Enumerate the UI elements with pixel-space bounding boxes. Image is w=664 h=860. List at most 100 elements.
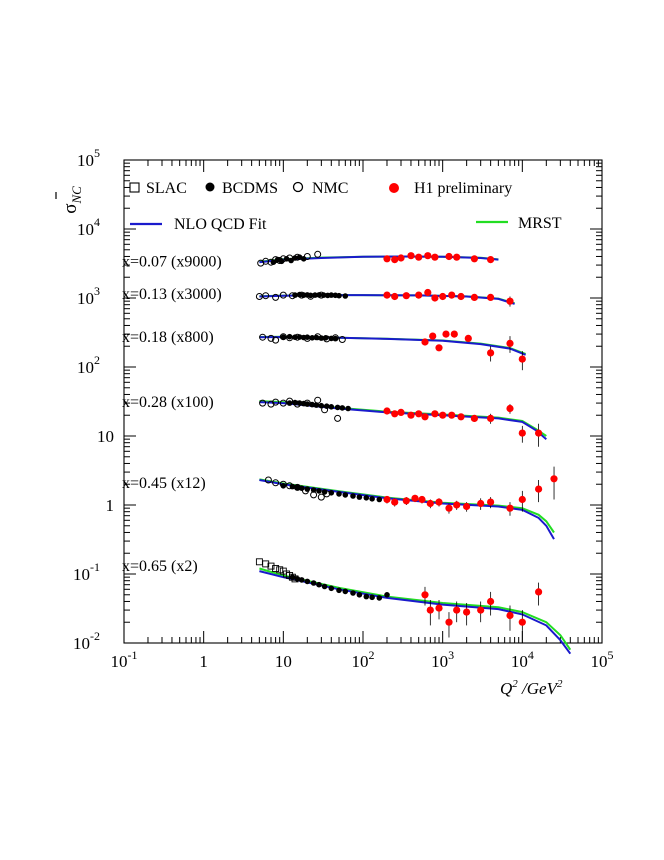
h1-point <box>421 591 429 599</box>
x-tick-label: 10-1 <box>111 648 138 671</box>
bcdms-point <box>369 496 375 502</box>
h1-point <box>506 504 514 512</box>
h1-point <box>535 485 543 493</box>
y-tick-label-exp: 2 <box>94 353 100 367</box>
y-tick-label: 10 <box>97 427 114 446</box>
x-tick-label: 1 <box>199 652 208 671</box>
x-tick-label-base: 10 <box>511 652 528 671</box>
x-tick-label-base: 10 <box>111 652 128 671</box>
bcdms-point <box>313 334 320 341</box>
h1-point <box>464 334 472 342</box>
h1-point <box>506 339 514 347</box>
bcdms-point <box>280 483 287 489</box>
y-tick-label: 103 <box>77 284 100 308</box>
nmc-point <box>317 493 325 501</box>
bcdms-point <box>296 400 303 406</box>
legend-marker-nmc <box>292 181 304 193</box>
bcdms-point <box>318 335 325 341</box>
bcdms-point <box>321 489 328 495</box>
x-bins: x=0.07 (x9000) x=0.13 (x3000) x=0.18 (x800… <box>122 250 572 655</box>
h1-point <box>397 408 405 416</box>
h1-point <box>535 429 543 437</box>
h1-point <box>518 429 526 437</box>
x-tick-label-exp: 2 <box>369 648 375 662</box>
x-tick-label: 10 <box>275 652 292 671</box>
h1-point <box>450 330 458 338</box>
h1-point <box>470 255 478 263</box>
bcdms-point <box>298 485 305 492</box>
y-tick-label-exp: -2 <box>90 629 100 643</box>
bcdms-point <box>356 592 363 598</box>
nmc-point <box>272 479 280 487</box>
bcdms-point <box>312 292 318 298</box>
x-tick-label-base: 10 <box>352 652 369 671</box>
nmc-point <box>314 250 322 258</box>
bcdms-point <box>328 292 335 298</box>
bcdms-point <box>313 402 320 408</box>
bcdms-point <box>304 334 311 341</box>
legend-label-h1: H1 preliminary <box>414 180 512 197</box>
h1-point <box>487 349 495 357</box>
bcdms-point <box>336 292 342 299</box>
bcdms-point <box>332 335 339 342</box>
y-tick-label-base: 1 <box>106 496 115 515</box>
nmc-point <box>262 257 270 265</box>
nmc-point <box>259 333 267 341</box>
bin-label: x=0.45 (x12) <box>122 475 206 492</box>
h1-point <box>470 414 478 422</box>
y-tick-label-base: 10 <box>73 565 90 584</box>
h1-point <box>518 495 526 504</box>
bcdms-point <box>292 255 298 261</box>
bcdms-point <box>309 401 316 408</box>
y-tick-label-base: 10 <box>77 220 94 239</box>
bcdms-point <box>350 590 356 596</box>
x-bin: x=0.45 (x12) <box>122 466 558 540</box>
h1-point <box>383 255 391 263</box>
bcdms-point <box>304 486 311 492</box>
h1-point <box>424 252 432 260</box>
h1-point <box>487 414 495 422</box>
y-axis-label-sub: NC <box>69 186 84 205</box>
bcdms-point <box>307 292 314 299</box>
y-tick-label-base: 10 <box>97 427 114 446</box>
nmc-point <box>264 476 272 484</box>
bcdms-point <box>310 487 317 493</box>
h1-point <box>453 253 461 261</box>
bcdms-point <box>292 292 298 298</box>
x-tick-label-base: 10 <box>591 652 608 671</box>
nmc-point <box>334 414 342 422</box>
bin-label: x=0.07 (x9000) <box>122 253 222 270</box>
h1-point <box>429 332 437 340</box>
h1-point <box>411 494 419 502</box>
bcdms-point <box>323 403 330 410</box>
bcdms-point <box>342 492 349 498</box>
nmc-point <box>272 398 280 406</box>
legend-marker-h1 <box>389 183 399 193</box>
bcdms-point <box>298 577 305 583</box>
bcdms-point <box>304 401 311 407</box>
legend: SLAC BCDMS NMC H1 preliminary NLO QCD Fi… <box>129 180 562 233</box>
h1-point <box>439 292 447 301</box>
y-tick-label-base: 10 <box>77 289 94 308</box>
x-tick-labels: 10-1 1 10 102 103 104 105 <box>111 648 614 671</box>
x-tick-label: 104 <box>511 648 534 671</box>
h1-point <box>421 413 429 421</box>
h1-point <box>391 410 399 418</box>
bcdms-point <box>369 594 375 601</box>
x-bin: x=0.07 (x9000) <box>122 250 499 270</box>
x-bin: x=0.13 (x3000) <box>122 286 515 307</box>
bcdms-point <box>292 399 298 406</box>
x-tick-label: 103 <box>431 648 454 671</box>
h1-point <box>457 413 465 421</box>
h1-point <box>487 256 495 264</box>
bcdms-point <box>322 335 329 341</box>
bcdms-point <box>363 593 370 600</box>
x-axis-label-rest: /GeV <box>518 679 560 698</box>
h1-point <box>435 604 443 612</box>
legend-marker-bcdms <box>205 182 215 192</box>
bcdms-point <box>342 588 349 595</box>
bcdms-point <box>316 488 322 494</box>
bcdms-point <box>278 258 285 265</box>
bcdms-point <box>280 334 287 341</box>
